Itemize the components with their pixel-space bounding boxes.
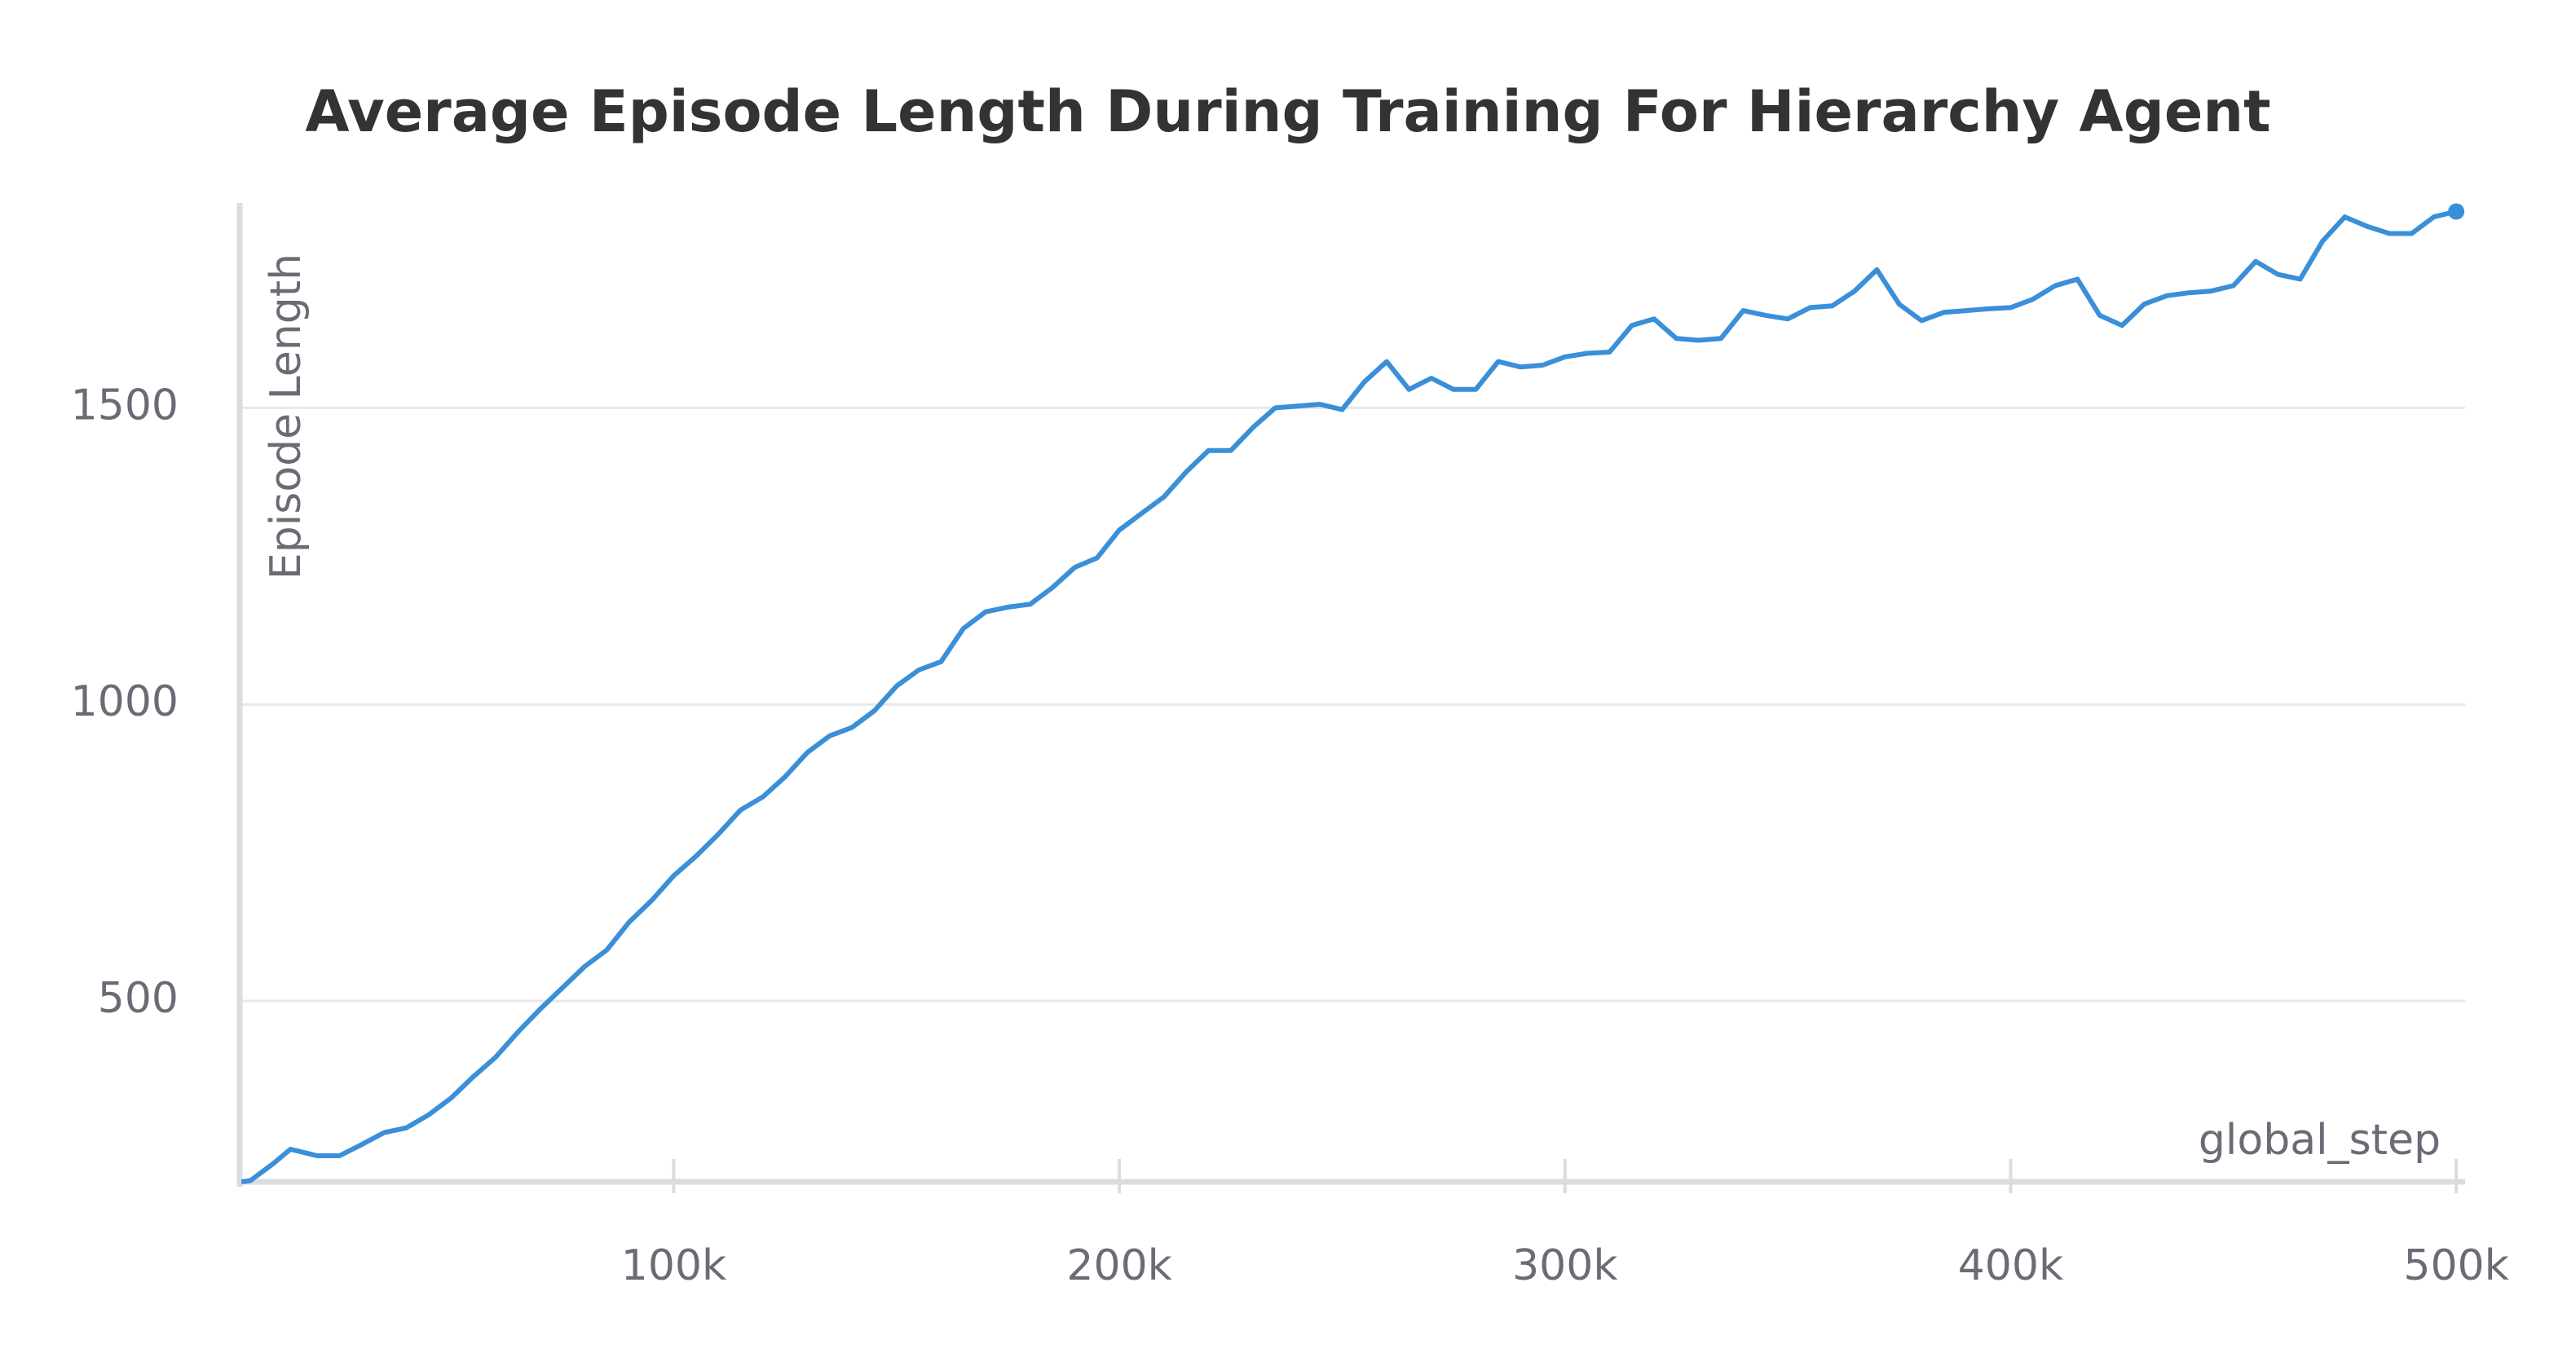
data-line xyxy=(240,209,2457,1184)
y-tick-label: 500 xyxy=(98,974,179,1023)
x-tick-label: 300k xyxy=(1512,1241,1617,1290)
x-tick-label: 100k xyxy=(621,1241,726,1290)
x-axis-label: global_step xyxy=(2199,1116,2441,1165)
x-tick-label: 400k xyxy=(1958,1241,2063,1290)
chart-title: Average Episode Length During Training F… xyxy=(305,78,2270,145)
x-tick-label: 500k xyxy=(2403,1241,2508,1290)
y-tick-label: 1000 xyxy=(71,677,179,726)
x-tick-label: 200k xyxy=(1066,1241,1171,1290)
end-point xyxy=(2448,203,2465,220)
y-axis-label: Episode Length xyxy=(262,253,311,580)
y-tick-label: 1500 xyxy=(71,381,179,430)
